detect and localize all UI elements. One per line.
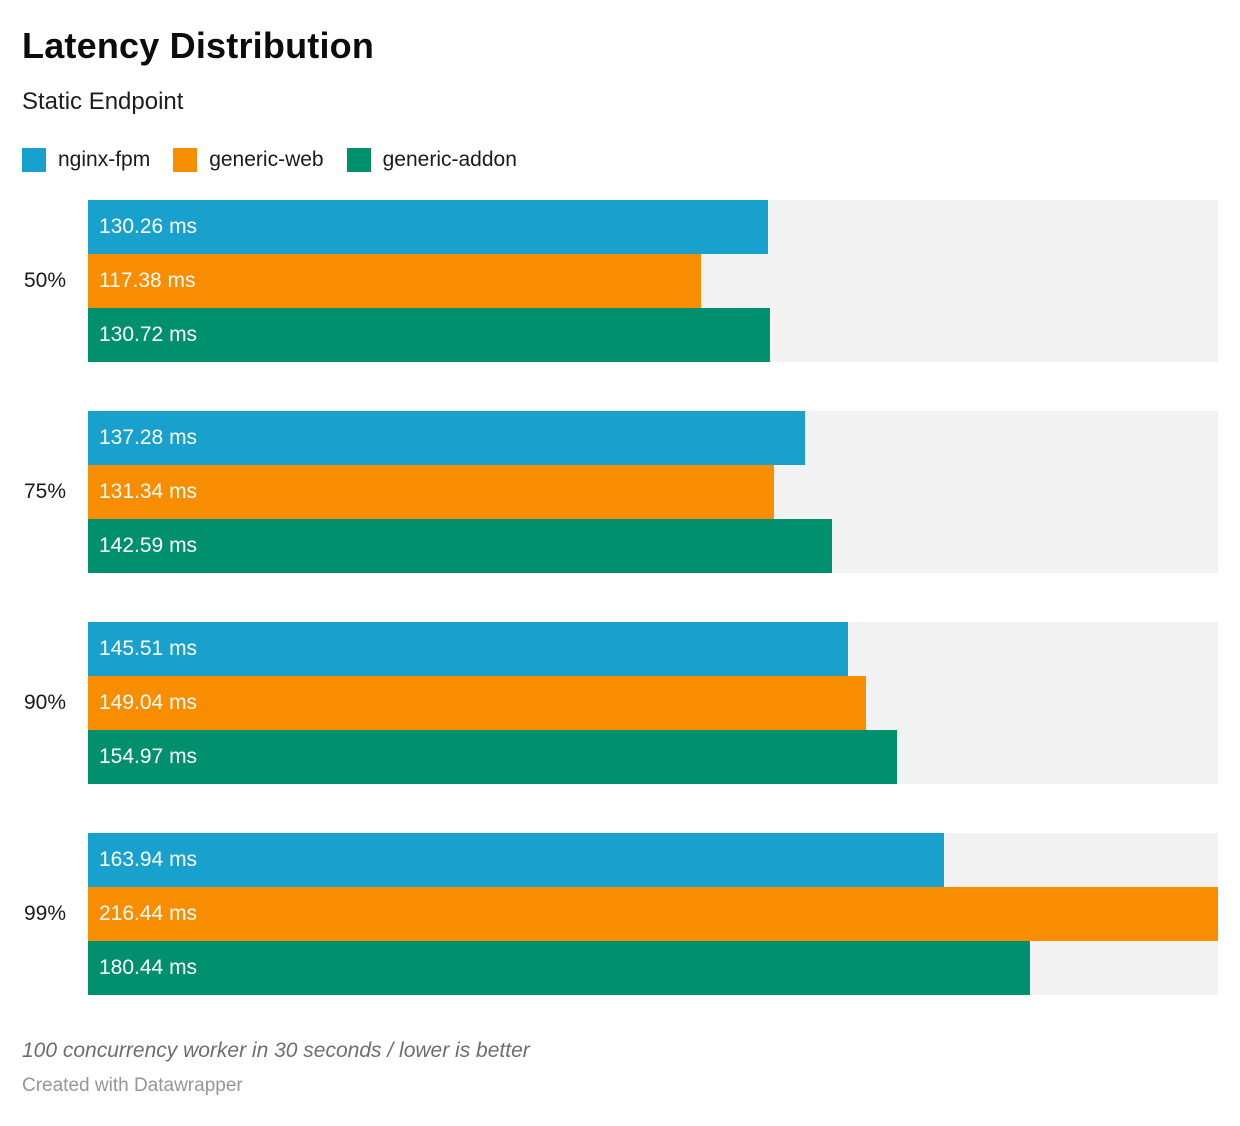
chart: 50% 130.26 ms 117.38 ms 130.72 ms 75% 137.28 … bbox=[22, 200, 1218, 995]
bar-group-90%: 90% 145.51 ms 149.04 ms 154.97 ms bbox=[22, 622, 1218, 784]
legend-label: generic-web bbox=[209, 148, 324, 171]
bar-generic-web: 131.34 ms bbox=[88, 465, 774, 519]
value-label: 130.26 ms bbox=[99, 215, 198, 238]
bar-nginx-fpm: 137.28 ms bbox=[88, 411, 805, 465]
page-title: Latency Distribution bbox=[22, 25, 375, 66]
bar-generic-web: 117.38 ms bbox=[88, 254, 701, 308]
bar-nginx-fpm: 163.94 ms bbox=[88, 833, 944, 887]
bar-track: 163.94 ms 216.44 ms 180.44 ms bbox=[88, 833, 1218, 995]
legend: nginx-fpm generic-web generic-addon bbox=[22, 148, 1218, 172]
legend-label: generic-addon bbox=[382, 148, 517, 171]
legend-swatch-icon bbox=[173, 148, 198, 172]
category-label: 75% bbox=[23, 480, 66, 503]
bar-track: 137.28 ms 131.34 ms 142.59 ms bbox=[88, 411, 1218, 573]
bar-nginx-fpm: 145.51 ms bbox=[88, 622, 848, 676]
bar-generic-addon: 142.59 ms bbox=[88, 519, 833, 573]
chart-subtitle: Static Endpoint bbox=[22, 88, 184, 115]
bar-group-75%: 75% 137.28 ms 131.34 ms 142.59 ms bbox=[22, 411, 1218, 573]
legend-swatch-icon bbox=[22, 148, 46, 172]
value-label: 117.38 ms bbox=[99, 269, 196, 292]
bar-group-99%: 99% 163.94 ms 216.44 ms 180.44 ms bbox=[22, 833, 1218, 995]
bar-generic-web: 216.44 ms bbox=[88, 887, 1218, 941]
value-label: 216.44 ms bbox=[99, 902, 198, 925]
value-label: 145.51 ms bbox=[99, 637, 198, 660]
category-label: 99% bbox=[23, 902, 66, 925]
category-label: 50% bbox=[23, 269, 66, 292]
bar-nginx-fpm: 130.26 ms bbox=[88, 200, 769, 254]
value-label: 149.04 ms bbox=[99, 691, 198, 714]
value-label: 163.94 ms bbox=[99, 848, 198, 871]
bar-generic-addon: 154.97 ms bbox=[88, 730, 898, 784]
category-label: 90% bbox=[23, 691, 66, 714]
value-label: 142.59 ms bbox=[99, 534, 198, 557]
bar-group-50%: 50% 130.26 ms 117.38 ms 130.72 ms bbox=[22, 200, 1218, 362]
legend-item-generic-web: generic-web bbox=[173, 148, 324, 172]
bar-track: 145.51 ms 149.04 ms 154.97 ms bbox=[88, 622, 1218, 784]
bar-track: 130.26 ms 117.38 ms 130.72 ms bbox=[88, 200, 1218, 362]
legend-label: nginx-fpm bbox=[58, 148, 151, 171]
value-label: 130.72 ms bbox=[99, 323, 198, 346]
footer-note: 100 concurrency worker in 30 seconds / l… bbox=[22, 1039, 530, 1062]
legend-item-nginx-fpm: nginx-fpm bbox=[22, 148, 150, 172]
value-label: 131.34 ms bbox=[99, 480, 198, 503]
legend-swatch-icon bbox=[346, 148, 371, 172]
bar-generic-web: 149.04 ms bbox=[88, 676, 867, 730]
value-label: 180.44 ms bbox=[99, 956, 198, 979]
chart-footer: 100 concurrency worker in 30 seconds / l… bbox=[0, 1039, 1240, 1097]
chart-card: Latency Distribution Static Endpoint ngi… bbox=[22, 25, 1218, 995]
legend-item-generic-addon: generic-addon bbox=[346, 148, 517, 172]
bar-generic-addon: 130.72 ms bbox=[88, 308, 771, 362]
value-label: 154.97 ms bbox=[99, 745, 198, 768]
bar-generic-addon: 180.44 ms bbox=[88, 941, 1031, 995]
datawrapper-attribution: Created with Datawrapper bbox=[22, 1075, 243, 1096]
value-label: 137.28 ms bbox=[99, 426, 198, 449]
